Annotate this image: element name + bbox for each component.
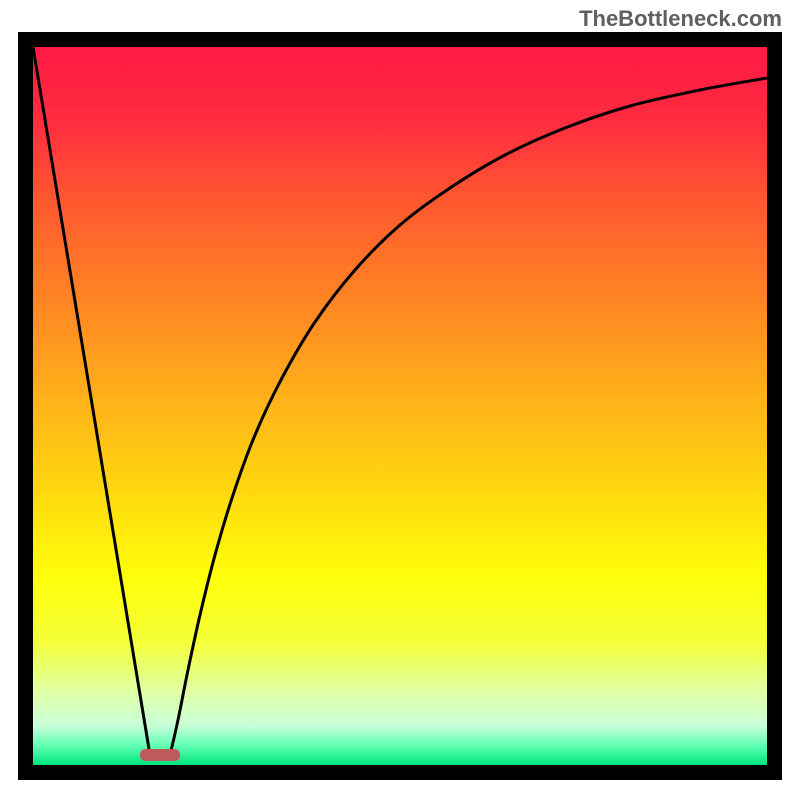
- left-descending-line: [33, 47, 150, 755]
- right-ascending-curve: [170, 78, 767, 755]
- chart-container: TheBottleneck.com: [0, 0, 800, 800]
- curve-layer: [0, 0, 800, 800]
- valley-marker: [140, 749, 180, 761]
- watermark-text: TheBottleneck.com: [579, 6, 782, 32]
